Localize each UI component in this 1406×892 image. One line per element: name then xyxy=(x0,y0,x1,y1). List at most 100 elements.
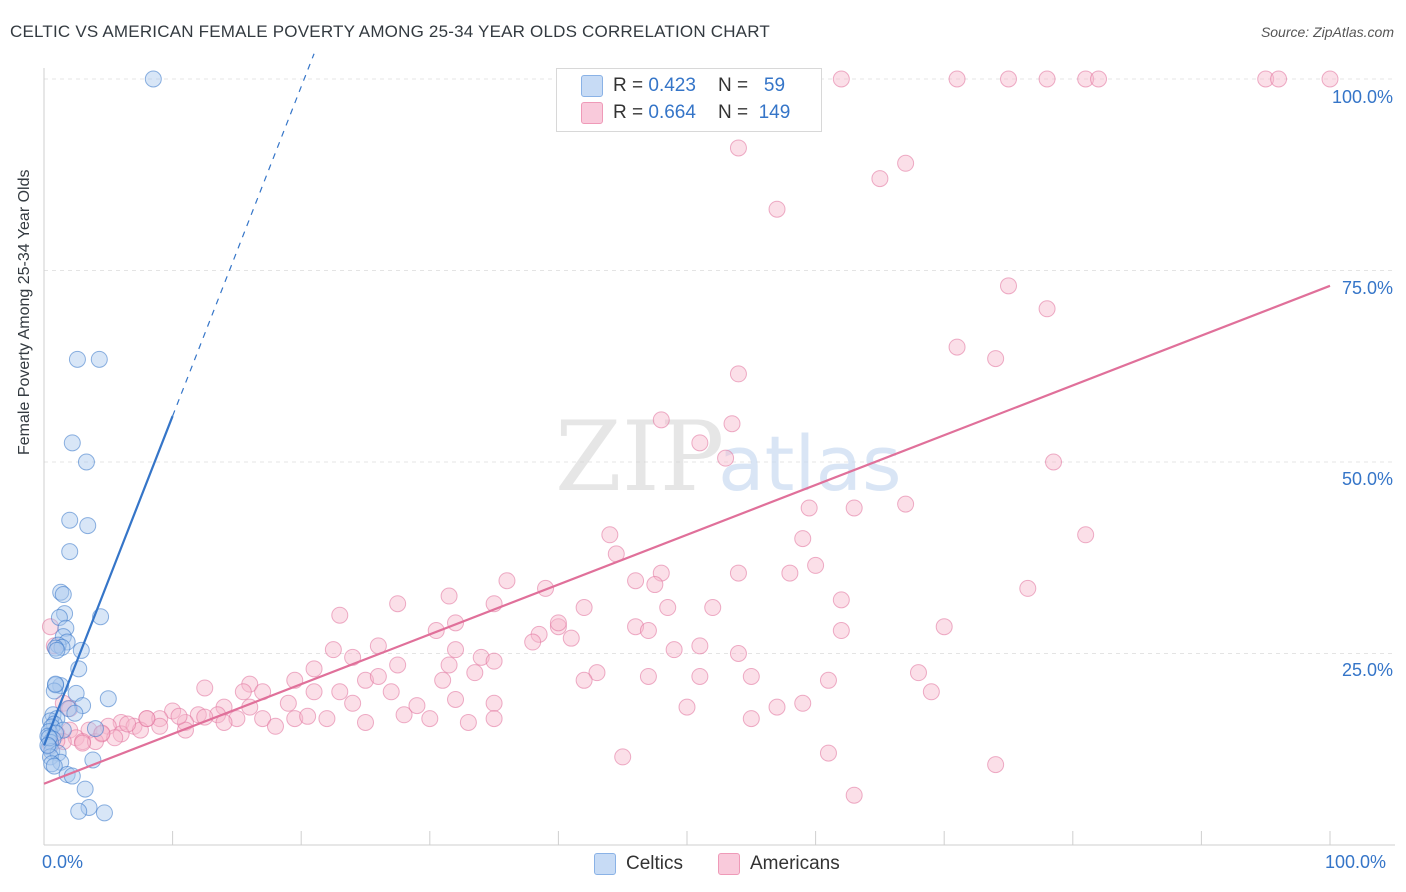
celtics-point xyxy=(52,583,70,601)
celtics-point xyxy=(53,638,71,656)
americans-point xyxy=(935,618,953,636)
americans-point xyxy=(729,365,747,383)
americans-point xyxy=(717,449,735,467)
americans-point xyxy=(459,713,477,731)
americans-point xyxy=(704,599,722,617)
americans-n-label: N = xyxy=(717,102,749,123)
celtics-point xyxy=(99,690,117,708)
celtics-point xyxy=(61,511,79,529)
americans-point xyxy=(254,710,272,728)
americans-point xyxy=(897,154,915,172)
stats-row-celtics: R = 0.423 N = 59 xyxy=(581,74,785,98)
y-tick-label-100: 100.0% xyxy=(1331,87,1393,107)
americans-r-value: 0.664 xyxy=(648,102,696,123)
americans-point xyxy=(832,591,850,609)
celtics-n-value: 59 xyxy=(763,75,786,96)
americans-point xyxy=(305,660,323,678)
americans-point xyxy=(729,645,747,662)
celtics-trend-extension xyxy=(172,53,315,417)
americans-points xyxy=(41,70,1339,804)
celtics-point xyxy=(63,434,81,452)
americans-point xyxy=(440,587,458,605)
celtics-point xyxy=(45,757,63,775)
americans-point xyxy=(189,706,207,724)
americans-point xyxy=(266,717,284,735)
x-tick-label-min: 0.0% xyxy=(42,852,84,872)
celtics-point xyxy=(77,453,95,471)
americans-point xyxy=(1038,300,1056,318)
americans-n-value: 149 xyxy=(758,102,791,123)
americans-point xyxy=(318,710,336,728)
celtics-point xyxy=(95,804,113,822)
americans-point xyxy=(1000,70,1017,88)
legend-item-americans[interactable]: Americans xyxy=(718,852,840,876)
americans-point xyxy=(845,786,863,804)
americans-point xyxy=(678,698,696,716)
americans-point xyxy=(601,526,619,544)
americans-point xyxy=(819,744,837,762)
americans-point xyxy=(659,599,677,617)
americans-point xyxy=(807,556,825,574)
americans-point xyxy=(897,495,915,513)
americans-point xyxy=(588,664,606,682)
celtics-point xyxy=(68,350,86,368)
americans-point xyxy=(729,139,747,157)
americans-point xyxy=(485,694,503,712)
americans-point xyxy=(1090,70,1108,88)
americans-point xyxy=(434,671,452,689)
americans-point xyxy=(279,694,297,712)
americans-point xyxy=(324,641,342,659)
americans-point xyxy=(646,576,664,594)
americans-point xyxy=(627,618,645,636)
y-tick-label-25: 25.0% xyxy=(1341,660,1393,680)
americans-point xyxy=(485,710,503,728)
americans-point xyxy=(729,564,747,582)
celtics-point xyxy=(144,70,162,88)
americans-point xyxy=(524,633,542,651)
americans-point xyxy=(357,671,374,689)
americans-point xyxy=(86,733,104,751)
americans-point xyxy=(170,707,188,725)
americans-r-label: R = xyxy=(613,102,644,123)
americans-point xyxy=(742,710,760,728)
celtics-point xyxy=(79,517,97,535)
americans-point xyxy=(1045,453,1063,471)
legend-item-celtics[interactable]: Celtics xyxy=(594,852,683,876)
americans-point xyxy=(466,664,484,682)
americans-point xyxy=(395,706,413,724)
americans-point xyxy=(1077,70,1095,88)
americans-point xyxy=(389,656,407,674)
americans-point xyxy=(549,618,567,636)
americans-point xyxy=(421,710,439,728)
americans-point xyxy=(1038,70,1056,88)
americans-point xyxy=(987,350,1005,368)
americans-point xyxy=(723,415,741,433)
americans-point xyxy=(871,170,889,188)
celtics-point xyxy=(61,543,79,561)
americans-point xyxy=(369,667,387,685)
celtics-r-label: R = xyxy=(613,75,644,96)
trend-lines xyxy=(42,53,1331,785)
americans-point xyxy=(498,572,516,590)
americans-point xyxy=(357,713,374,731)
americans-point xyxy=(665,641,683,659)
celtics-point xyxy=(47,675,65,693)
americans-point xyxy=(922,683,940,701)
americans-point xyxy=(1000,277,1017,295)
americans-point xyxy=(691,667,709,685)
americans-point xyxy=(228,710,246,728)
americans-point xyxy=(485,652,503,670)
americans-point xyxy=(819,671,837,689)
americans-point xyxy=(794,530,812,548)
celtics-point xyxy=(43,755,61,773)
americans-point xyxy=(987,756,1005,774)
americans-point xyxy=(331,683,349,701)
stats-row-americans: R = 0.664 N = 149 xyxy=(581,101,790,125)
celtics-r-value: 0.423 xyxy=(648,75,696,96)
americans-point xyxy=(119,715,137,733)
americans-point xyxy=(106,729,124,747)
americans-point xyxy=(549,614,567,632)
americans-point xyxy=(948,338,966,356)
celtics-legend-swatch xyxy=(594,853,616,875)
americans-point xyxy=(691,434,709,452)
